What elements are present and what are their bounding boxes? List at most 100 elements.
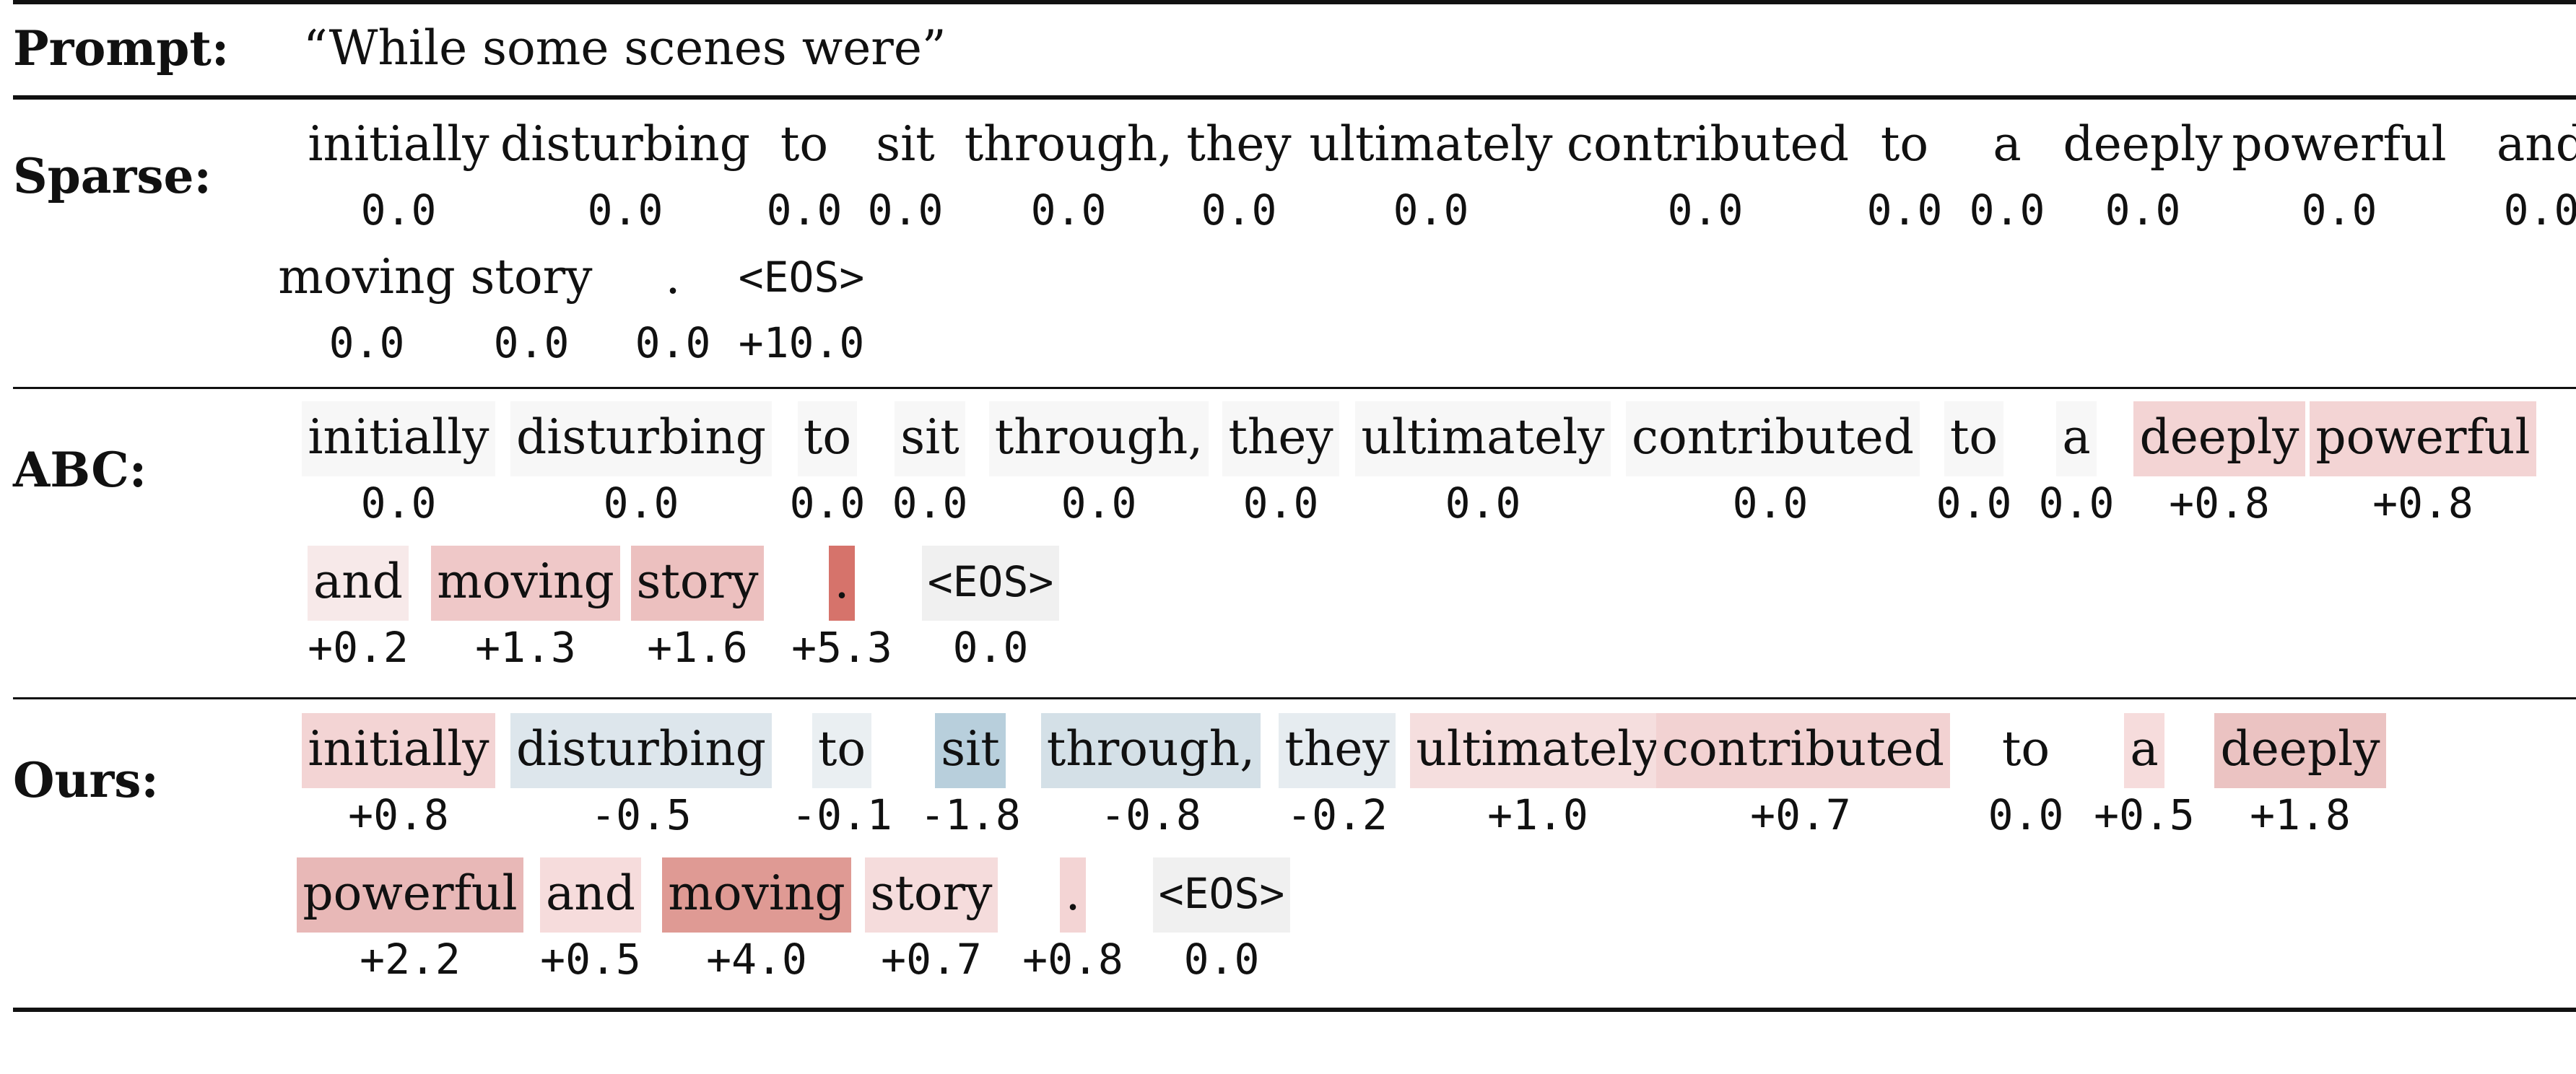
token-word: disturbing: [510, 401, 772, 476]
token-score: 0.0: [1866, 185, 1943, 235]
token-1-14: story +1.6: [553, 546, 842, 674]
token-word: disturbing: [495, 108, 756, 183]
token-2-11: powerful +2.2: [266, 857, 554, 986]
token-score: 0.0: [328, 318, 405, 367]
token-1-8: to 0.0: [1829, 401, 2118, 530]
token-1-10: deeply +0.8: [2075, 401, 2364, 530]
row-label-abc: ABC:: [13, 442, 147, 498]
token-1-7: contributed 0.0: [1626, 401, 1920, 530]
token-0-16: <EOS> +10.0: [657, 241, 946, 370]
token-score: +10.0: [738, 318, 865, 367]
token-word: disturbing: [510, 713, 772, 788]
token-score: 0.0: [1393, 185, 1469, 235]
token-score: 0.0: [360, 479, 437, 528]
token-2-10: deeply +1.8: [2156, 713, 2445, 842]
token-score: 0.0: [1201, 185, 1277, 235]
token-2-4: through, -0.8: [1006, 713, 1295, 842]
token-2-15: . +0.8: [928, 857, 1217, 986]
prompt-rule: [13, 95, 2576, 100]
token-word: story: [864, 857, 998, 933]
token-score: 0.0: [2301, 185, 2377, 235]
token-word: moving: [272, 241, 461, 316]
top-rule: [13, 0, 2576, 4]
token-0-9: a 0.0: [1863, 108, 2151, 237]
token-word: powerful: [2226, 108, 2453, 183]
token-score: 0.0: [2105, 185, 2181, 235]
token-word: and: [539, 857, 642, 933]
token-0-2: to 0.0: [660, 108, 949, 237]
token-score: 0.0: [1061, 479, 1137, 528]
token-word: <EOS>: [921, 546, 1060, 621]
token-word: a: [2056, 401, 2097, 476]
token-score: -0.5: [591, 790, 692, 839]
token-word: moving: [662, 857, 851, 933]
token-2-13: moving +4.0: [612, 857, 901, 986]
token-score: 0.0: [1445, 479, 1521, 528]
token-2-14: story +0.7: [787, 857, 1076, 986]
token-word: a: [2124, 713, 2164, 788]
token-score: 0.0: [1969, 185, 2045, 235]
token-word: initially: [302, 108, 495, 183]
token-0-7: contributed 0.0: [1561, 108, 1855, 237]
token-word: contributed: [1626, 401, 1920, 476]
token-2-3: sit -1.8: [826, 713, 1115, 842]
token-word: contributed: [1561, 108, 1855, 183]
token-1-16: <EOS> 0.0: [846, 546, 1135, 674]
token-word: .: [1059, 857, 1087, 933]
token-1-5: they 0.0: [1136, 401, 1425, 530]
token-score: 0.0: [2038, 479, 2115, 528]
token-0-3: sit 0.0: [761, 108, 1050, 237]
token-score: 0.0: [2503, 185, 2576, 235]
token-2-5: they -0.2: [1193, 713, 1481, 842]
token-1-13: moving +1.3: [381, 546, 670, 674]
token-score: 0.0: [867, 185, 944, 235]
token-2-0: initially +0.8: [254, 713, 543, 842]
token-score: +2.2: [360, 935, 461, 984]
token-score: +0.7: [881, 935, 982, 984]
token-word: to: [1996, 713, 2056, 788]
token-word: they: [1180, 108, 1297, 183]
token-word: ultimately: [1303, 108, 1559, 183]
token-0-15: . 0.0: [528, 241, 817, 370]
token-0-6: ultimately 0.0: [1287, 108, 1575, 237]
token-word: contributed: [1656, 713, 1950, 788]
token-word: powerful: [2310, 401, 2536, 476]
token-word: they: [1279, 713, 1396, 788]
token-2-1: disturbing -0.5: [497, 713, 786, 842]
token-score: -0.2: [1287, 790, 1388, 839]
token-word: <EOS>: [732, 241, 871, 316]
token-word: deeply: [2133, 401, 2305, 476]
token-word: moving: [431, 546, 620, 621]
token-score: 0.0: [892, 479, 968, 528]
token-2-7: contributed +0.7: [1656, 713, 1950, 842]
row-label-ours: Ours:: [13, 752, 159, 808]
token-score: +0.5: [540, 935, 641, 984]
token-score: +1.0: [1487, 790, 1588, 839]
token-word: .: [659, 241, 687, 316]
token-score: 0.0: [493, 318, 570, 367]
token-word: a: [1987, 108, 2027, 183]
token-score: 0.0: [1243, 479, 1319, 528]
token-score: 0.0: [1732, 479, 1809, 528]
token-word: powerful: [297, 857, 523, 933]
token-score: +0.8: [1022, 935, 1123, 984]
token-2-8: to 0.0: [1881, 713, 2170, 842]
token-score: +4.0: [706, 935, 807, 984]
token-word: sit: [870, 108, 941, 183]
token-1-9: a 0.0: [1932, 401, 2221, 530]
token-word: initially: [302, 401, 495, 476]
token-0-8: to 0.0: [1760, 108, 2049, 237]
token-score: +0.5: [2094, 790, 2195, 839]
token-word: through,: [1040, 713, 1261, 788]
token-score: 0.0: [1936, 479, 2012, 528]
token-0-4: through, 0.0: [924, 108, 1213, 237]
token-0-13: moving 0.0: [222, 241, 511, 370]
token-2-6: ultimately +1.0: [1393, 713, 1682, 842]
token-score: +0.2: [308, 623, 409, 672]
row-divider-abc-ours: [13, 697, 2576, 699]
token-1-11: powerful +0.8: [2279, 401, 2567, 530]
token-word: story: [630, 546, 765, 621]
token-2-9: a +0.5: [2000, 713, 2289, 842]
token-1-6: ultimately 0.0: [1339, 401, 1627, 530]
token-score: 0.0: [766, 185, 843, 235]
